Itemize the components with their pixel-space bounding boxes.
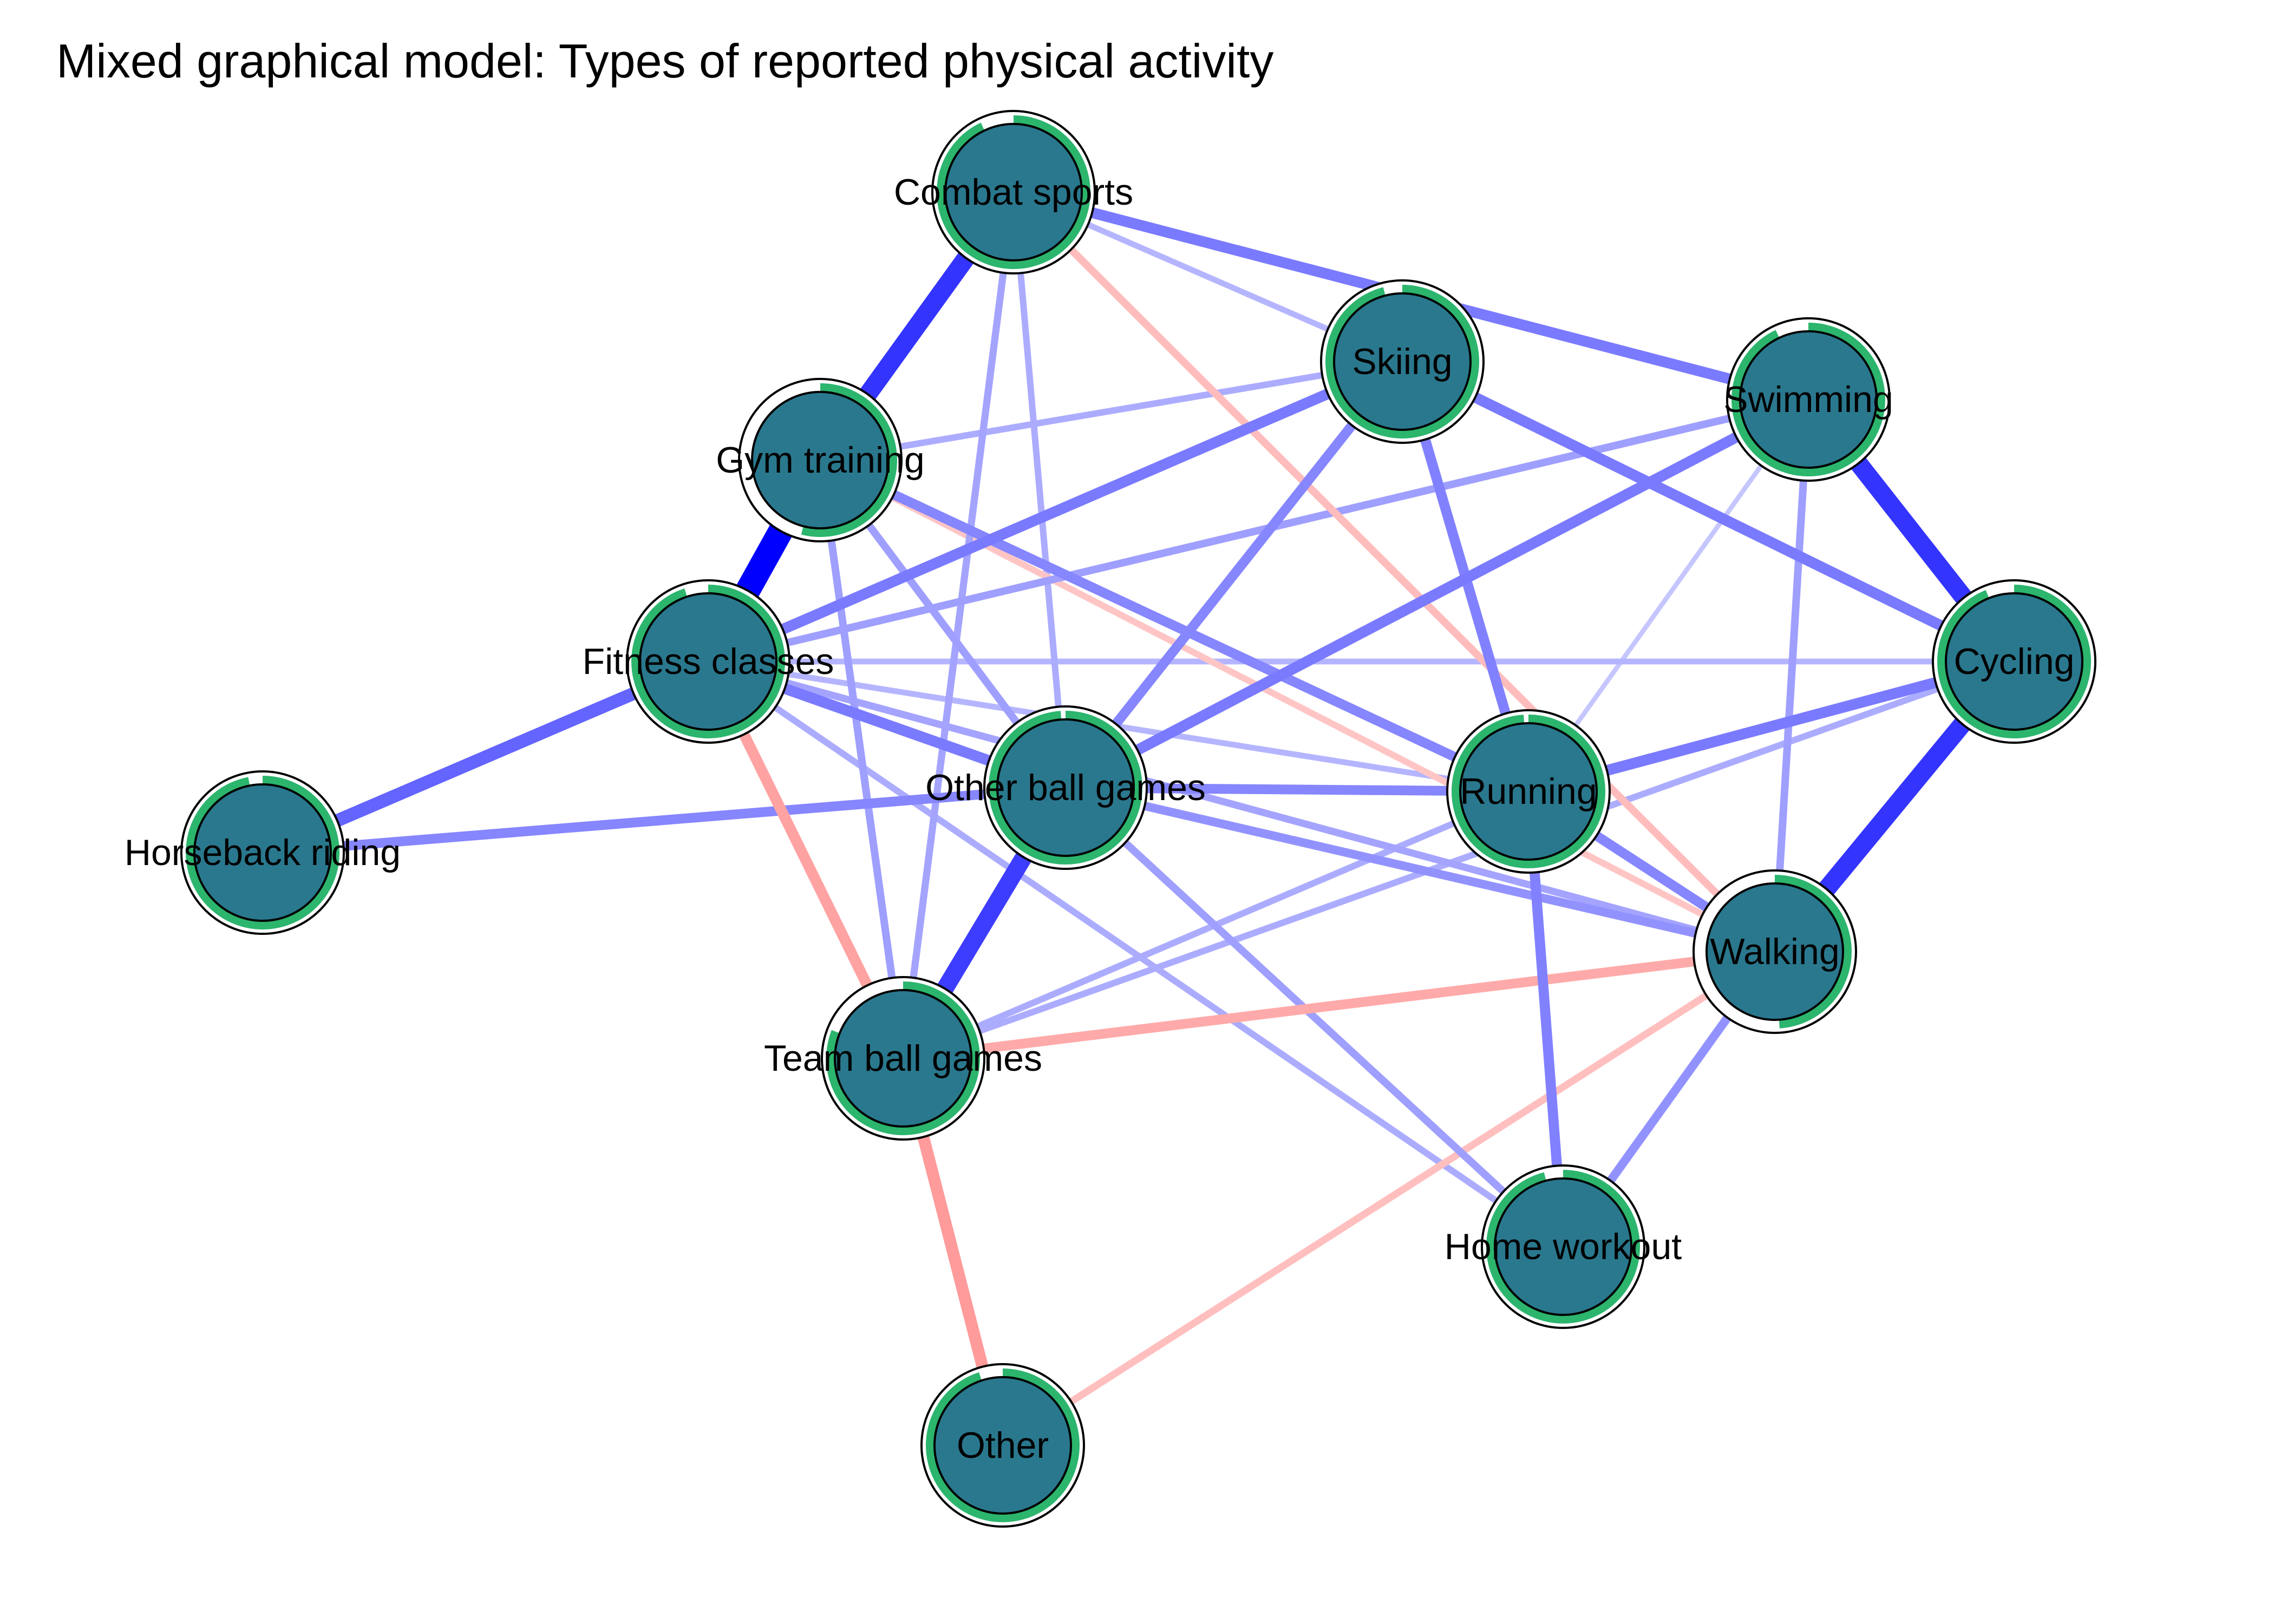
edge-skiing-otherball [1061, 358, 1407, 791]
node-core [639, 592, 777, 731]
node-core [933, 1376, 1072, 1515]
node-running: Running [1446, 709, 1611, 874]
edge-gym-walking [819, 457, 1776, 955]
node-core [1459, 722, 1598, 861]
edge-gym-skiing [819, 358, 1403, 463]
edge-skiing-fitness [706, 356, 1404, 667]
edge-combat-walking [1011, 189, 1778, 954]
edge-combat-team [899, 192, 1017, 1059]
node-label: Cycling [1954, 641, 2075, 682]
node-label: Fitness classes [583, 641, 834, 682]
edge-swimming-fitness [707, 396, 1809, 665]
node-walking: Walking [1693, 869, 1857, 1034]
edge-fitness-walking [707, 658, 1776, 955]
node-core [834, 989, 972, 1128]
node-core [1739, 330, 1878, 469]
node-gym: Gym training [716, 378, 925, 542]
node-core [193, 783, 332, 922]
node-core [944, 123, 1083, 261]
node-label: Swimming [1723, 379, 1893, 420]
node-label: Other [957, 1425, 1049, 1466]
edge-horse-otherball [262, 783, 1066, 857]
edge-team-cycling [901, 658, 2016, 1062]
node-otherball: Other ball games [925, 705, 1206, 870]
edge-fitness-home [706, 659, 1565, 1249]
node-label: Combat sports [894, 172, 1133, 213]
edge-cycling-running [1527, 656, 2016, 797]
node-core [996, 718, 1135, 857]
edge-swimming-walking [1771, 399, 1812, 952]
edge-gym-team [816, 460, 907, 1059]
node-swimming: Swimming [1723, 317, 1893, 482]
edge-otherball-home [1063, 784, 1566, 1250]
node-label: Team ball games [764, 1038, 1042, 1079]
node-core [1706, 882, 1844, 1021]
edge-walking-other [1001, 948, 1777, 1449]
node-skiing: Skiing [1320, 279, 1485, 444]
node-label: Walking [1710, 931, 1839, 972]
edge-skiing-cycling [1400, 357, 2017, 666]
node-core [1945, 592, 2083, 731]
graph-title: Mixed graphical model: Types of reported… [56, 34, 1274, 88]
edge-swimming-otherball [1063, 395, 1811, 793]
node-core [1333, 292, 1472, 431]
node-home: Home workout [1445, 1164, 1682, 1329]
edge-gym-running [818, 455, 1531, 796]
node-label: Running [1460, 771, 1597, 812]
node-label: Other ball games [925, 767, 1206, 808]
node-team: Team ball games [764, 976, 1042, 1141]
node-layer: Combat sports Skiing Swimming Gym training F… [125, 110, 2096, 1528]
node-label: Horseback riding [125, 832, 401, 873]
node-label: Gym training [716, 440, 924, 481]
node-core [1494, 1177, 1632, 1316]
node-horse: Horseback riding [125, 770, 401, 935]
node-core [751, 391, 890, 529]
edge-otherball-walking [1064, 783, 1776, 956]
node-combat: Combat sports [894, 110, 1133, 274]
edge-combat-otherball [1010, 192, 1069, 788]
node-label: Home workout [1445, 1226, 1682, 1267]
node-label: Skiing [1352, 341, 1452, 382]
node-fitness: Fitness classes [583, 579, 834, 744]
node-other: Other [920, 1363, 1085, 1528]
edge-team-walking [902, 947, 1776, 1063]
node-cycling: Cycling [1932, 579, 2096, 744]
